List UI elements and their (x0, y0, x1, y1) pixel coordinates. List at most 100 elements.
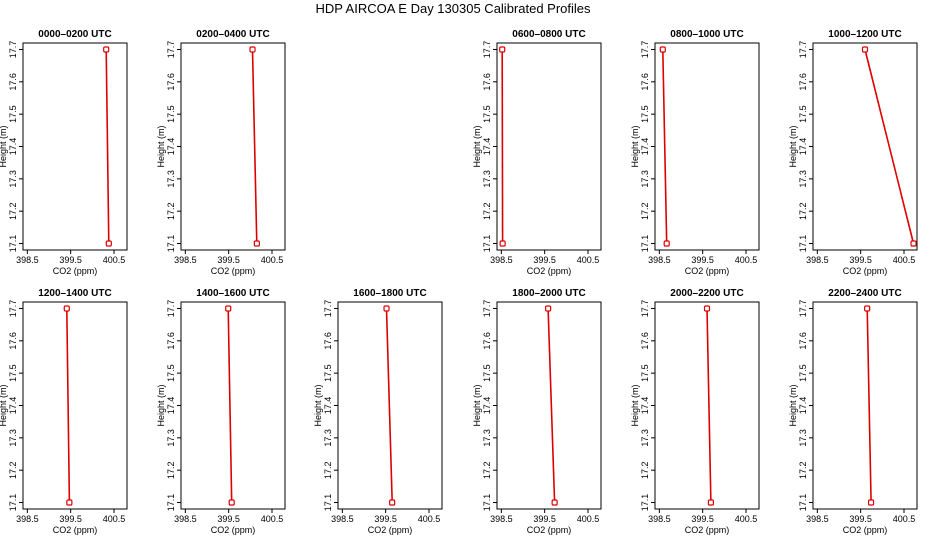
y-tick-label: 17.1 (482, 235, 492, 253)
x-axis-label: CO2 (ppm) (368, 525, 413, 535)
profile-line (706, 308, 712, 503)
panel-1: 0200–0400 UTC 398.5 399.5 400.5 17.1 17.2 17.3… (156, 29, 286, 276)
x-axis-label: CO2 (ppm) (843, 525, 888, 535)
y-tick-label: 17.4 (166, 138, 176, 156)
y-tick-label: 17.6 (798, 73, 808, 91)
data-point (253, 240, 260, 247)
panel-title: 2000–2200 UTC (670, 288, 743, 299)
plot-frame (496, 42, 602, 251)
y-tick-label: 17.4 (8, 138, 18, 156)
x-tick-label: 400.5 (893, 255, 916, 265)
y-tick-label: 17.1 (798, 235, 808, 253)
y-tick-label: 17.3 (323, 429, 333, 447)
data-point (707, 499, 715, 506)
panel-title: 1200–1400 UTC (38, 288, 111, 299)
x-tick-label: 400.5 (103, 514, 126, 524)
data-point (861, 46, 869, 53)
data-point (499, 46, 506, 53)
x-tick-label: 398.5 (174, 514, 197, 524)
profile-line (66, 308, 71, 503)
y-tick-label: 17.7 (640, 300, 650, 318)
y-tick-label: 17.2 (8, 461, 18, 479)
y-tick-label: 17.5 (166, 364, 176, 382)
x-tick-label: 398.5 (648, 255, 671, 265)
data-point (545, 305, 552, 312)
y-tick-label: 17.2 (798, 461, 808, 479)
data-point (499, 240, 506, 247)
y-tick-label: 17.2 (166, 461, 176, 479)
profile-line (251, 49, 258, 244)
y-tick-label: 17.2 (8, 202, 18, 220)
y-axis-label: Height (m) (313, 384, 323, 426)
panel-5: 1000–1200 UTC 398.5 399.5 400.5 17.1 17.2 17.3… (788, 29, 918, 276)
x-tick-label: 398.5 (806, 255, 829, 265)
y-tick-label: 17.3 (8, 170, 18, 188)
y-tick-label: 17.4 (798, 138, 808, 156)
y-tick-label: 17.1 (166, 235, 176, 253)
y-tick-label: 17.6 (166, 73, 176, 91)
x-tick-label: 399.5 (691, 255, 714, 265)
y-tick-label: 17.7 (482, 41, 492, 59)
x-tick-label: 398.5 (174, 255, 197, 265)
x-axis-label: CO2 (ppm) (211, 266, 256, 276)
x-axis-label: CO2 (ppm) (211, 525, 256, 535)
y-tick-label: 17.5 (323, 364, 333, 382)
y-tick-label: 17.1 (482, 494, 492, 512)
x-axis-label: CO2 (ppm) (527, 266, 572, 276)
y-tick-label: 17.6 (323, 332, 333, 350)
y-tick-label: 17.5 (8, 105, 18, 123)
panel-title: 0600–0800 UTC (512, 29, 585, 40)
x-tick-label: 400.5 (261, 514, 284, 524)
data-point (389, 499, 396, 506)
panel-10: 2000–2200 UTC 398.5 399.5 400.5 17.1 17.2 17.3… (630, 288, 760, 535)
y-tick-label: 17.1 (640, 235, 650, 253)
data-point (66, 499, 73, 506)
panel-title: 0200–0400 UTC (196, 29, 269, 40)
y-tick-label: 17.4 (166, 397, 176, 415)
panel-0: 0000–0200 UTC 398.5 399.5 400.5 17.1 17.2 17.3… (0, 29, 128, 276)
y-tick-label: 17.1 (8, 494, 18, 512)
y-axis-label: Height (m) (0, 125, 8, 167)
y-tick-label: 17.3 (166, 429, 176, 447)
profile-line (866, 308, 872, 503)
data-point (383, 305, 390, 312)
y-tick-label: 17.2 (482, 461, 492, 479)
data-point (551, 499, 558, 506)
data-point (864, 305, 871, 312)
panels-group: 0000–0200 UTC 398.5 399.5 400.5 17.1 17.2 17.3… (0, 29, 918, 535)
y-tick-label: 17.2 (640, 202, 650, 220)
y-tick-label: 17.6 (8, 332, 18, 350)
y-tick-label: 17.4 (798, 397, 808, 415)
y-tick-label: 17.7 (166, 300, 176, 318)
panel-title: 0800–1000 UTC (670, 29, 743, 40)
y-tick-label: 17.6 (8, 73, 18, 91)
profile-line (227, 308, 233, 503)
y-tick-label: 17.5 (640, 105, 650, 123)
panel-11: 2200–2400 UTC 398.5 399.5 400.5 17.1 17.2 17.3… (788, 288, 918, 535)
panel-title: 2200–2400 UTC (828, 288, 901, 299)
y-tick-label: 17.4 (482, 397, 492, 415)
y-tick-label: 17.4 (640, 138, 650, 156)
y-tick-label: 17.1 (798, 494, 808, 512)
x-tick-label: 399.5 (849, 255, 872, 265)
y-tick-label: 17.3 (482, 429, 492, 447)
y-tick-label: 17.2 (166, 202, 176, 220)
data-point (910, 240, 917, 247)
panel-6: 1200–1400 UTC 398.5 399.5 400.5 17.1 17.2 17.3… (0, 288, 128, 535)
y-tick-label: 17.5 (8, 364, 18, 382)
y-axis-label: Height (m) (156, 125, 166, 167)
y-axis-label: Height (m) (472, 125, 482, 167)
x-axis-label: CO2 (ppm) (685, 525, 730, 535)
x-axis-label: CO2 (ppm) (685, 266, 730, 276)
profile-line (662, 49, 668, 244)
x-axis-label: CO2 (ppm) (53, 525, 98, 535)
y-axis-label: Height (m) (630, 125, 640, 167)
x-tick-label: 399.5 (533, 255, 556, 265)
x-tick-label: 400.5 (735, 255, 758, 265)
panel-3: 0600–0800 UTC 398.5 399.5 400.5 17.1 17.2 17.3… (472, 29, 602, 276)
profile-line (105, 49, 110, 244)
data-point (228, 499, 235, 506)
data-point (225, 305, 232, 312)
y-tick-label: 17.3 (640, 429, 650, 447)
y-tick-label: 17.6 (482, 332, 492, 350)
